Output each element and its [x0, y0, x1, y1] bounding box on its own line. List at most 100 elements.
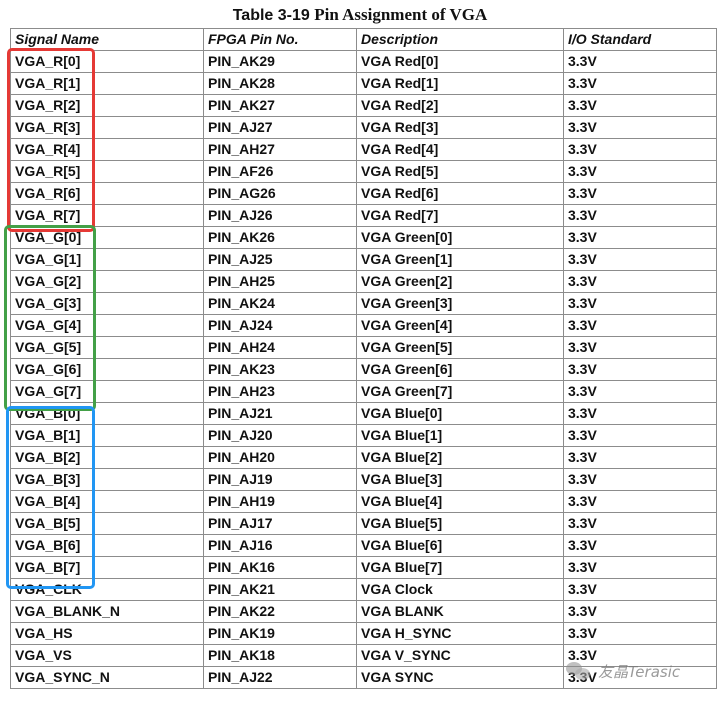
io-standard-cell: 3.3V — [563, 292, 717, 315]
signal-name-cell: VGA_B[3] — [10, 468, 204, 491]
signal-name-cell: VGA_HS — [10, 622, 204, 645]
description-cell: VGA Blue[0] — [356, 402, 564, 425]
table-row: VGA_B[1] PIN_AJ20 VGA Blue[1] 3.3V — [10, 424, 717, 447]
fpga-pin-cell: PIN_AK21 — [203, 578, 357, 601]
header-description: Description — [356, 28, 564, 51]
fpga-pin-cell: PIN_AJ16 — [203, 534, 357, 557]
io-standard-cell: 3.3V — [563, 138, 717, 161]
description-cell: VGA Green[5] — [356, 336, 564, 359]
fpga-pin-cell: PIN_AK24 — [203, 292, 357, 315]
signal-name-cell: VGA_VS — [10, 644, 204, 667]
description-cell: VGA Green[6] — [356, 358, 564, 381]
description-cell: VGA Blue[3] — [356, 468, 564, 491]
table-row: VGA_R[6] PIN_AG26 VGA Red[6] 3.3V — [10, 182, 717, 205]
io-standard-cell: 3.3V — [563, 424, 717, 447]
description-cell: VGA Red[1] — [356, 72, 564, 95]
signal-name-cell: VGA_SYNC_N — [10, 666, 204, 689]
watermark: 友晶Terasic — [566, 658, 680, 684]
fpga-pin-cell: PIN_AJ26 — [203, 204, 357, 227]
table-row: VGA_G[2] PIN_AH25 VGA Green[2] 3.3V — [10, 270, 717, 293]
fpga-pin-cell: PIN_AK19 — [203, 622, 357, 645]
description-cell: VGA Red[7] — [356, 204, 564, 227]
header-fpga-pin: FPGA Pin No. — [203, 28, 357, 51]
fpga-pin-cell: PIN_AH23 — [203, 380, 357, 403]
pin-assignment-table: Signal Name FPGA Pin No. Description I/O… — [10, 28, 717, 689]
table-title: Pin Assignment of VGA — [314, 5, 488, 24]
io-standard-cell: 3.3V — [563, 94, 717, 117]
table-row: VGA_R[1] PIN_AK28 VGA Red[1] 3.3V — [10, 72, 717, 95]
fpga-pin-cell: PIN_AK27 — [203, 94, 357, 117]
table-row: VGA_B[2] PIN_AH20 VGA Blue[2] 3.3V — [10, 446, 717, 469]
fpga-pin-cell: PIN_AH20 — [203, 446, 357, 469]
description-cell: VGA Red[5] — [356, 160, 564, 183]
signal-name-cell: VGA_G[4] — [10, 314, 204, 337]
fpga-pin-cell: PIN_AK18 — [203, 644, 357, 667]
description-cell: VGA Blue[7] — [356, 556, 564, 579]
signal-name-cell: VGA_R[3] — [10, 116, 204, 139]
description-cell: VGA Green[0] — [356, 226, 564, 249]
signal-name-cell: VGA_B[7] — [10, 556, 204, 579]
io-standard-cell: 3.3V — [563, 226, 717, 249]
table-caption: Table 3-19 Pin Assignment of VGA — [0, 4, 720, 26]
description-cell: VGA Green[2] — [356, 270, 564, 293]
table-row: VGA_B[4] PIN_AH19 VGA Blue[4] 3.3V — [10, 490, 717, 513]
signal-name-cell: VGA_R[0] — [10, 50, 204, 73]
io-standard-cell: 3.3V — [563, 358, 717, 381]
table-row: VGA_B[6] PIN_AJ16 VGA Blue[6] 3.3V — [10, 534, 717, 557]
io-standard-cell: 3.3V — [563, 116, 717, 139]
signal-name-cell: VGA_R[5] — [10, 160, 204, 183]
fpga-pin-cell: PIN_AJ25 — [203, 248, 357, 271]
io-standard-cell: 3.3V — [563, 490, 717, 513]
io-standard-cell: 3.3V — [563, 204, 717, 227]
table-row: VGA_R[5] PIN_AF26 VGA Red[5] 3.3V — [10, 160, 717, 183]
wechat-icon — [566, 660, 592, 682]
description-cell: VGA Blue[2] — [356, 446, 564, 469]
fpga-pin-cell: PIN_AJ19 — [203, 468, 357, 491]
signal-name-cell: VGA_B[5] — [10, 512, 204, 535]
header-signal-name: Signal Name — [10, 28, 204, 51]
signal-name-cell: VGA_G[6] — [10, 358, 204, 381]
header-io-standard: I/O Standard — [563, 28, 717, 51]
io-standard-cell: 3.3V — [563, 534, 717, 557]
fpga-pin-cell: PIN_AK29 — [203, 50, 357, 73]
table-row: VGA_R[0] PIN_AK29 VGA Red[0] 3.3V — [10, 50, 717, 73]
io-standard-cell: 3.3V — [563, 72, 717, 95]
fpga-pin-cell: PIN_AJ22 — [203, 666, 357, 689]
table-row: VGA_BLANK_N PIN_AK22 VGA BLANK 3.3V — [10, 600, 717, 623]
table-row: VGA_B[0] PIN_AJ21 VGA Blue[0] 3.3V — [10, 402, 717, 425]
table-row: VGA_G[1] PIN_AJ25 VGA Green[1] 3.3V — [10, 248, 717, 271]
description-cell: VGA Blue[4] — [356, 490, 564, 513]
io-standard-cell: 3.3V — [563, 622, 717, 645]
signal-name-cell: VGA_R[2] — [10, 94, 204, 117]
io-standard-cell: 3.3V — [563, 402, 717, 425]
signal-name-cell: VGA_R[7] — [10, 204, 204, 227]
description-cell: VGA Red[0] — [356, 50, 564, 73]
signal-name-cell: VGA_B[2] — [10, 446, 204, 469]
table-row: VGA_G[3] PIN_AK24 VGA Green[3] 3.3V — [10, 292, 717, 315]
io-standard-cell: 3.3V — [563, 336, 717, 359]
description-cell: VGA Red[4] — [356, 138, 564, 161]
description-cell: VGA Clock — [356, 578, 564, 601]
io-standard-cell: 3.3V — [563, 160, 717, 183]
table-row: VGA_HS PIN_AK19 VGA H_SYNC 3.3V — [10, 622, 717, 645]
fpga-pin-cell: PIN_AJ21 — [203, 402, 357, 425]
fpga-pin-cell: PIN_AJ24 — [203, 314, 357, 337]
fpga-pin-cell: PIN_AK23 — [203, 358, 357, 381]
fpga-pin-cell: PIN_AJ27 — [203, 116, 357, 139]
signal-name-cell: VGA_B[0] — [10, 402, 204, 425]
table-row: VGA_G[4] PIN_AJ24 VGA Green[4] 3.3V — [10, 314, 717, 337]
description-cell: VGA Green[4] — [356, 314, 564, 337]
fpga-pin-cell: PIN_AK28 — [203, 72, 357, 95]
signal-name-cell: VGA_G[1] — [10, 248, 204, 271]
fpga-pin-cell: PIN_AK16 — [203, 556, 357, 579]
fpga-pin-cell: PIN_AJ17 — [203, 512, 357, 535]
table-row: VGA_G[5] PIN_AH24 VGA Green[5] 3.3V — [10, 336, 717, 359]
watermark-text: 友晶Terasic — [598, 662, 681, 681]
signal-name-cell: VGA_R[1] — [10, 72, 204, 95]
header-row: Signal Name FPGA Pin No. Description I/O… — [10, 28, 717, 51]
fpga-pin-cell: PIN_AH24 — [203, 336, 357, 359]
description-cell: VGA Blue[6] — [356, 534, 564, 557]
io-standard-cell: 3.3V — [563, 314, 717, 337]
table-row: VGA_G[7] PIN_AH23 VGA Green[7] 3.3V — [10, 380, 717, 403]
description-cell: VGA SYNC — [356, 666, 564, 689]
